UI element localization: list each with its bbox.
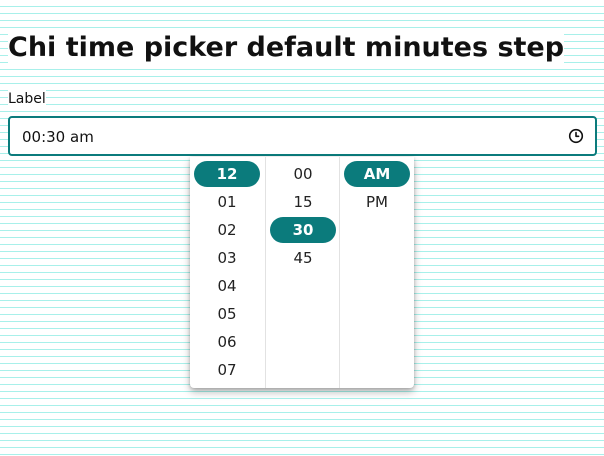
time-input[interactable]: 00:30 am (8, 116, 597, 156)
period-option[interactable]: AM (344, 161, 410, 187)
hour-option[interactable]: 02 (217, 221, 237, 239)
hour-option[interactable]: 12 (194, 161, 260, 187)
hour-option[interactable]: 04 (217, 277, 237, 295)
hour-option[interactable]: 06 (217, 333, 237, 351)
minute-option[interactable]: 30 (270, 217, 336, 243)
minute-option[interactable]: 45 (293, 249, 313, 267)
time-picker-popover: 12 01 02 03 04 05 06 07 00 15 30 45 AM PM (190, 157, 414, 388)
minute-option[interactable]: 00 (293, 165, 313, 183)
time-field-label: Label (8, 90, 46, 108)
minute-option[interactable]: 15 (293, 193, 313, 211)
hour-option[interactable]: 01 (217, 193, 237, 211)
period-column: AM PM (339, 157, 414, 388)
clock-icon[interactable] (568, 128, 584, 144)
hour-option[interactable]: 07 (217, 361, 237, 379)
period-option[interactable]: PM (366, 193, 388, 211)
hour-option[interactable]: 03 (217, 249, 237, 267)
page-title: Chi time picker default minutes step (8, 28, 565, 68)
minutes-column: 00 15 30 45 (265, 157, 340, 388)
time-input-value: 00:30 am (22, 128, 94, 146)
hour-option[interactable]: 05 (217, 305, 237, 323)
hours-column: 12 01 02 03 04 05 06 07 (190, 157, 264, 388)
